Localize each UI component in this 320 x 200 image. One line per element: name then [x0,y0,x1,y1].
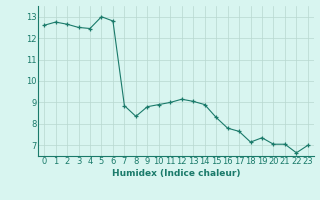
X-axis label: Humidex (Indice chaleur): Humidex (Indice chaleur) [112,169,240,178]
